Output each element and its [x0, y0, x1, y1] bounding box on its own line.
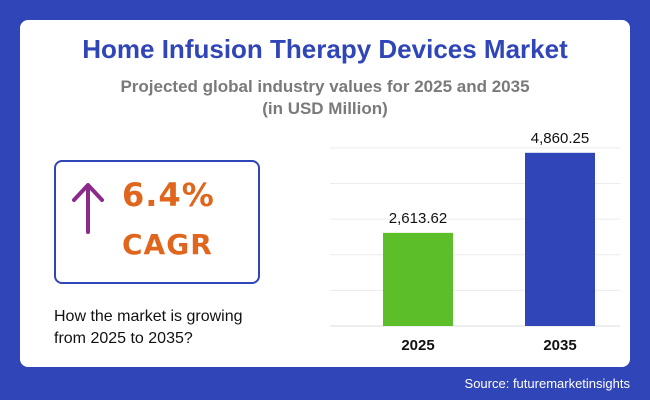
cagr-label: CAGR [122, 228, 213, 261]
subtitle: Projected global industry values for 202… [20, 76, 630, 120]
growth-question-line-1: How the market is growing [54, 308, 243, 325]
cagr-box: 6.4% CAGR [54, 160, 260, 284]
source-note: Source: futuremarketinsights [464, 376, 630, 391]
page-title: Home Infusion Therapy Devices Market [82, 34, 568, 64]
growth-question: How the market is growing from 2025 to 2… [54, 306, 294, 350]
cagr-value: 6.4% [122, 176, 215, 214]
growth-question-line-2: from 2025 to 2035? [54, 330, 193, 347]
arrow-up-icon [72, 183, 104, 234]
data-label-2025: 2,613.62 [389, 210, 447, 227]
subtitle-line-1: Projected global industry values for 202… [120, 77, 530, 96]
x-tick-label-2025: 2025 [401, 337, 434, 354]
bar-chart: 2,613.62 2025 4,860.25 2035 [330, 130, 620, 354]
infographic-card: Home Infusion Therapy Devices Market Pro… [20, 20, 630, 367]
bar-2035 [525, 152, 595, 326]
data-label-2035: 4,860.25 [531, 130, 589, 147]
bar-2025 [383, 232, 453, 326]
subtitle-line-2: (in USD Million) [262, 99, 388, 118]
x-tick-label-2035: 2035 [543, 337, 576, 354]
